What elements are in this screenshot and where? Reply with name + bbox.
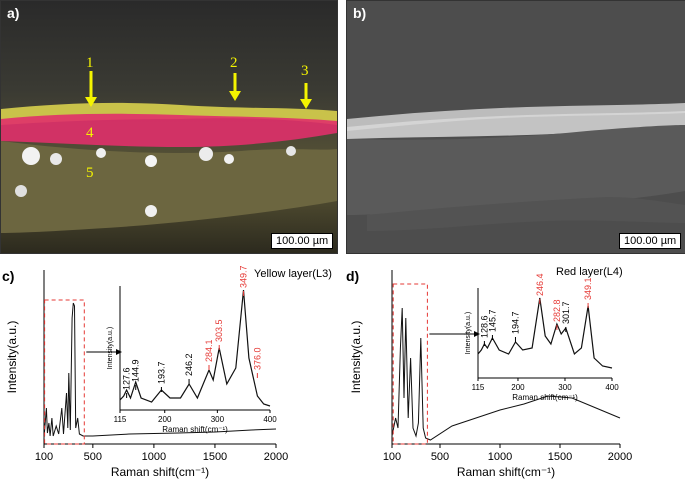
peak-label: 282.8	[552, 299, 562, 322]
peak-label: 144.9	[131, 359, 141, 382]
x-tick-label: 1500	[548, 451, 572, 463]
inset-x-tick-label: 400	[605, 383, 619, 392]
peak-label: 145.7	[487, 309, 497, 332]
x-axis-label: Raman shift(cm⁻¹)	[111, 465, 209, 479]
x-tick-label: 1500	[203, 451, 227, 463]
x-tick-label: 1000	[488, 451, 512, 463]
marker-5: 5	[86, 165, 94, 181]
scalebar-a: 100.00 µm	[271, 233, 334, 249]
chart-d: d) Red layer(L4) 100 500 1000 1500 2000 Raman…	[344, 258, 684, 484]
scalebar-b: 100.00 µm	[619, 233, 682, 249]
inset-spectrum-line	[477, 297, 613, 369]
inset-arrowhead	[474, 331, 480, 337]
y-axis-label: Intensity(a.u.)	[349, 321, 363, 394]
inset-x-tick-label: 200	[511, 383, 525, 392]
x-tick-label: 2000	[264, 451, 288, 463]
micrograph-optical: a) 1 2 3 4 5 100.00 µm	[0, 0, 338, 254]
inset-x-tick-label: 115	[114, 415, 127, 424]
inset-x-tick-label: 400	[263, 415, 277, 424]
panel-label-c: c)	[2, 268, 15, 284]
inset-x-tick-label: 300	[211, 415, 225, 424]
spectrum-plot-d: 100 500 1000 1500 2000 Raman shift(cm⁻¹) Inten…	[349, 270, 632, 479]
panel-label-a: a)	[7, 5, 20, 21]
x-tick-label: 1000	[142, 451, 166, 463]
chart-c: c) Yellow layer(L3) 100 500 1000 1500 2000 Ra…	[0, 258, 340, 484]
highlight-box	[392, 283, 428, 445]
inset-arrowhead	[116, 349, 122, 355]
spectrum-line	[391, 307, 621, 441]
x-tick-label: 500	[84, 451, 102, 463]
micrograph-sem: b) 100.00 µm	[346, 0, 685, 254]
inset-y-axis-label: Intensity(a.u.)	[107, 327, 114, 369]
spectrum-line	[43, 302, 277, 439]
peak-label: 349.1	[583, 277, 593, 300]
inset-spectrum-line	[119, 289, 271, 407]
x-tick-label: 500	[431, 451, 449, 463]
panel-label-d: d)	[346, 268, 360, 284]
optical-image	[1, 1, 337, 253]
layer-title-d: Red layer(L4)	[556, 266, 623, 278]
peak-label: 127.6	[122, 367, 132, 390]
peak-label: 246.2	[184, 353, 194, 376]
sem-image	[347, 1, 685, 253]
marker-2: 2	[230, 55, 238, 71]
inset-x-axis-label: Raman shift(cm⁻¹)	[512, 393, 578, 402]
marker-1: 1	[86, 55, 94, 71]
layer-title-c: Yellow layer(L3)	[254, 268, 332, 280]
highlight-box	[44, 299, 85, 445]
peak-label: 349.7	[239, 265, 249, 288]
peak-label: 246.4	[535, 273, 545, 296]
inset-x-tick-label: 300	[558, 383, 572, 392]
marker-3: 3	[301, 63, 309, 79]
peak-label: 301.7	[561, 301, 571, 324]
panel-label-b: b)	[353, 5, 367, 21]
inset-x-tick-label: 200	[158, 415, 172, 424]
peak-label: 193.7	[156, 361, 166, 384]
x-tick-label: 100	[35, 451, 53, 463]
inset-x-axis-label: Raman shift(cm⁻¹)	[162, 425, 228, 434]
inset-y-axis-label: Intensity(a.u.)	[465, 312, 472, 354]
peak-label: 303.5	[214, 319, 224, 342]
y-axis-label: Intensity(a.u.)	[5, 321, 19, 394]
x-tick-label: 2000	[608, 451, 632, 463]
peak-label: 284.1	[204, 339, 214, 362]
x-tick-label: 100	[383, 451, 401, 463]
marker-4: 4	[86, 125, 94, 141]
x-axis-label: Raman shift(cm⁻¹)	[457, 465, 555, 479]
inset-x-tick-label: 115	[472, 383, 485, 392]
peak-label: 128.6	[479, 315, 489, 338]
peak-label: 376.0	[252, 347, 262, 370]
spectrum-plot-c: 100 500 1000 1500 2000 Raman shift(cm⁻¹) Inten…	[5, 265, 288, 479]
peak-label: 194.7	[510, 311, 520, 334]
